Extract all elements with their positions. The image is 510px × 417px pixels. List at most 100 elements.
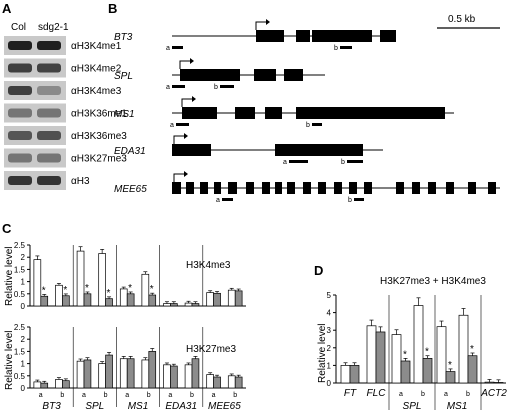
blot-band (37, 41, 61, 50)
blot-row: αH3 (4, 171, 90, 190)
significance-asterisk: * (107, 288, 111, 299)
blot-band (8, 108, 32, 118)
bar (163, 303, 171, 307)
exon (235, 107, 255, 119)
y-tick-label: 0.5 (14, 372, 26, 381)
significance-asterisk: * (63, 285, 67, 296)
bar (98, 253, 106, 307)
y-axis-label: Relative level (4, 331, 15, 390)
tss-arrow (255, 21, 266, 30)
gene-model-spl: SPL a b (114, 58, 325, 91)
col-label-wildtype: Col (11, 22, 26, 33)
amplicon-label: b (348, 197, 352, 204)
blot-band (8, 86, 32, 95)
blot-row: αH3K27me3 (4, 148, 127, 168)
bar (458, 314, 469, 384)
amplicon-label: a (170, 122, 174, 129)
bar (119, 358, 128, 389)
antibody-label: αH3K4me3 (71, 86, 122, 97)
gene-name: EDA31 (114, 146, 146, 157)
bar (413, 305, 424, 384)
amplicon (354, 198, 364, 201)
x-tick-label: b (421, 391, 425, 398)
amplicon (222, 198, 233, 201)
y-tick-label: 5 (327, 291, 332, 300)
blot-row: αH3K4me2 (4, 58, 122, 78)
exon (296, 107, 445, 119)
exon (180, 69, 240, 81)
bar (163, 364, 171, 389)
blot-strip (4, 171, 66, 190)
group-label: MS1 (447, 401, 468, 412)
bar (40, 382, 49, 389)
bar (493, 382, 504, 384)
exon (412, 182, 420, 194)
y-tick-label: 1.5 (14, 265, 26, 274)
panel-d-title: H3K27me3 + H3K4me3 (380, 276, 486, 287)
antibody-label: αH3K36me1 (71, 109, 127, 120)
bar (33, 259, 42, 307)
tss-arrowhead (266, 19, 270, 25)
blot-band (37, 153, 61, 163)
exon (349, 182, 357, 194)
amplicon-axis-label: a (212, 392, 216, 399)
exon (334, 182, 342, 194)
group-label: SPL (403, 401, 422, 412)
exon (468, 182, 476, 194)
exon (182, 107, 217, 119)
y-tick-label: 2 (21, 335, 26, 344)
exon (214, 182, 221, 194)
x-tick-label: a (444, 391, 448, 398)
exon (318, 182, 326, 194)
bar (349, 365, 360, 384)
bar (98, 363, 106, 389)
bar (206, 292, 214, 307)
exon (200, 182, 208, 194)
gene-axis-label: SPL (85, 401, 104, 412)
exon (446, 182, 454, 194)
bar (213, 292, 221, 307)
gene-axis-label: BT3 (42, 401, 61, 412)
exon (254, 69, 276, 81)
amplicon (220, 85, 234, 88)
bar (55, 379, 63, 389)
bar (191, 358, 200, 389)
x-tick-label: FLC (367, 388, 387, 399)
blot-band (8, 153, 32, 163)
bar (227, 289, 236, 307)
significance-asterisk: * (425, 347, 429, 358)
panel-a-letter: A (2, 1, 12, 16)
significance-asterisk: * (42, 285, 46, 296)
y-tick-label: 0 (21, 384, 26, 393)
chart-title: H3K4me3 (186, 260, 231, 271)
chart-combined: 0 1 2 3 4 5 Relative level FT FLC * a * b * a * b ACT2 SPL… (317, 291, 507, 412)
bar (467, 355, 478, 384)
panel-c-letter: C (2, 221, 12, 236)
exon (256, 30, 284, 42)
tss-arrowhead (192, 96, 196, 102)
gene-axis-label: MEE65 (208, 401, 241, 412)
bar (445, 371, 456, 384)
chart-title: H3K27me3 (186, 344, 236, 355)
amplicon-axis-label: a (125, 392, 129, 399)
tss-arrow (181, 98, 192, 107)
amplicon-axis-label: a (168, 392, 172, 399)
y-tick-label: 2.5 (14, 241, 26, 250)
exon (380, 30, 396, 42)
bar (148, 294, 157, 307)
tss-arrow (179, 60, 190, 69)
western-blot: αH3K4me1 αH3K4me2 αH3K4me3 αH3K36me1 αH3K36m… (4, 36, 127, 190)
bar (83, 359, 92, 389)
gene-model-eda31: EDA31 a b (114, 133, 383, 166)
amplicon (312, 123, 322, 126)
bar (76, 360, 85, 389)
bar (170, 303, 178, 307)
bar (391, 334, 402, 384)
gene-model-bt3: BT3 a b (114, 19, 396, 52)
blot-strip (4, 126, 66, 145)
chart-h3k27me3: 0 0.5 1 1.5 2 2.5 H3K27me3 Relative level a b BT3 a… (4, 323, 246, 412)
amplicon (289, 160, 308, 163)
blot-row: αH3K36me1 (4, 103, 127, 123)
bar (191, 303, 200, 307)
amplicon (340, 46, 352, 49)
